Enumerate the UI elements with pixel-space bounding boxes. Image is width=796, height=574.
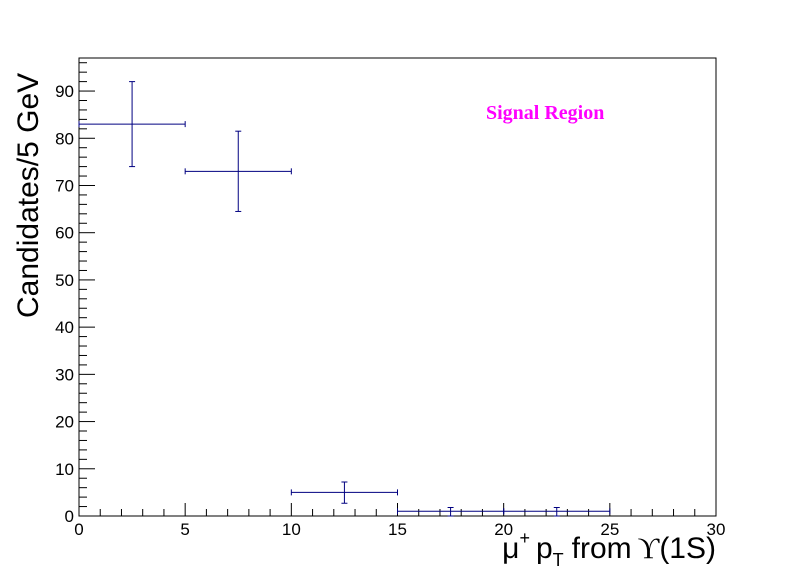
data-point (397, 507, 505, 517)
y-axis-tick-labels: 0 10 20 30 40 50 60 70 80 90 (55, 82, 74, 526)
data-points (78, 81, 611, 517)
y-tick-label: 20 (55, 413, 74, 432)
y-axis-ticks (79, 62, 95, 517)
y-tick-label: 80 (55, 129, 74, 148)
x-axis-title-from: from (572, 532, 632, 565)
x-axis-title: μ+ pT from ϒ(1S) (502, 528, 716, 570)
data-point (503, 507, 611, 517)
y-tick-label: 0 (65, 507, 74, 526)
signal-region-annotation: Signal Region (486, 102, 604, 124)
x-tick-label: 30 (707, 520, 726, 539)
y-tick-label: 10 (55, 460, 74, 479)
y-tick-label: 40 (55, 318, 74, 337)
y-tick-label: 90 (55, 82, 74, 101)
x-axis-tick-labels: 0 5 10 15 20 25 30 (74, 520, 725, 539)
x-axis-title-p: p (536, 532, 553, 565)
x-axis-ticks (78, 503, 717, 516)
x-tick-label: 5 (180, 520, 189, 539)
y-tick-label: 50 (55, 271, 74, 290)
data-point (290, 481, 398, 504)
x-axis-title-mu: μ (502, 532, 519, 565)
y-tick-label: 60 (55, 224, 74, 243)
x-axis-title-T: T (553, 550, 564, 570)
x-tick-label: 0 (74, 520, 83, 539)
data-point (184, 130, 292, 212)
x-tick-label: 15 (388, 520, 407, 539)
x-axis-title-state: (1S) (659, 532, 716, 565)
y-tick-label: 70 (55, 176, 74, 195)
x-axis-title-upsilon: ϒ (638, 532, 660, 565)
x-axis-title-plus: + (519, 528, 530, 548)
plot-frame (78, 57, 717, 517)
x-tick-label: 20 (494, 520, 513, 539)
y-tick-label: 30 (55, 365, 74, 384)
x-tick-label: 25 (600, 520, 619, 539)
data-point (78, 81, 186, 168)
y-axis-title: Candidates/5 GeV (12, 73, 45, 318)
x-tick-label: 10 (282, 520, 301, 539)
